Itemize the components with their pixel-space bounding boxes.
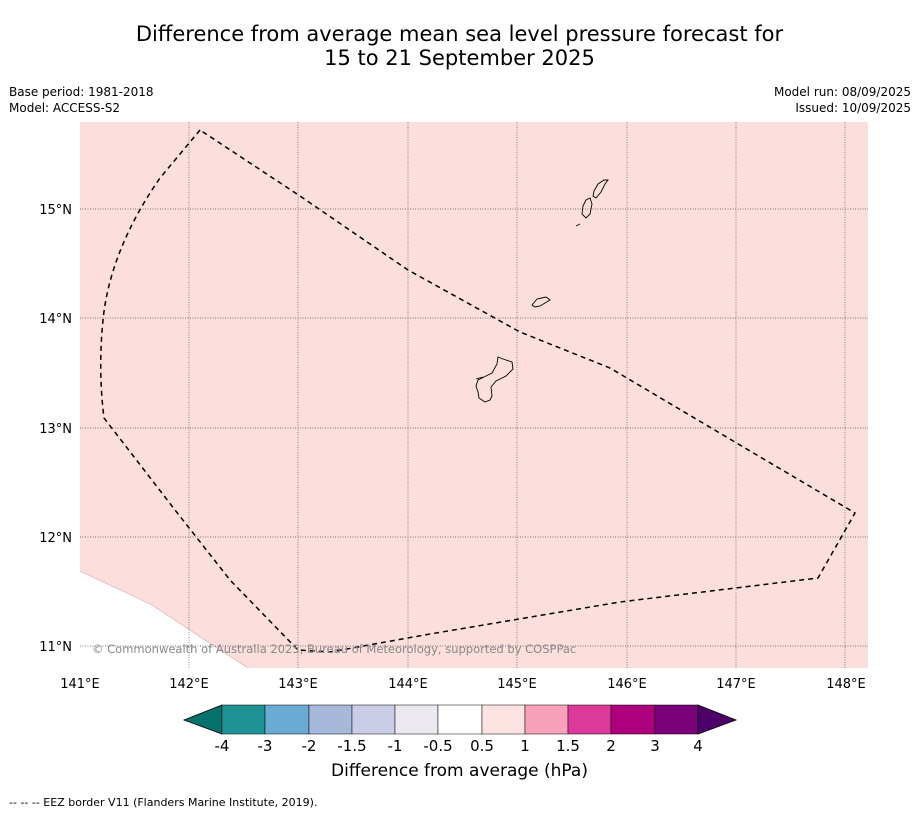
colorbar-ticks: -4 -3 -2 -1.5 -1 -0.5 0.5 1 1.5 2 3 4 [215, 737, 703, 755]
colorbar-tick: -1 [388, 737, 403, 755]
colorbar-tick: -2 [302, 737, 317, 755]
island-guam [475, 356, 514, 403]
lat-label-14n: 14°N [39, 312, 72, 327]
map-area: © Commonwealth of Australia 2025, Bureau… [80, 122, 868, 668]
gridlines [80, 122, 868, 668]
colorbar-segment [264, 704, 310, 735]
colorbar-segment [524, 704, 569, 735]
lon-label-141e: 141°E [60, 677, 100, 692]
title-line-1: Difference from average mean sea level p… [135, 22, 784, 46]
eez-border [100, 129, 857, 653]
colorbar-segment [351, 704, 396, 735]
colorbar-segment [221, 704, 266, 735]
colorbar-segment [481, 704, 526, 735]
map-title: Difference from average mean sea level p… [0, 22, 919, 70]
pressure-anomaly-fill [80, 122, 868, 668]
colorbar-tick: 1.5 [556, 737, 580, 755]
islet-cocos [475, 376, 484, 380]
lat-label-11n: 11°N [39, 640, 72, 655]
islands [475, 179, 609, 403]
lon-label-144e: 144°E [388, 677, 428, 692]
colorbar-tick: 0.5 [470, 737, 494, 755]
lat-tick-labels: 15°N 14°N 13°N 12°N 11°N [39, 203, 72, 655]
colorbar-tick: -0.5 [423, 737, 452, 755]
base-period: Base period: 1981-2018 [9, 85, 154, 99]
colorbar-high-extension [697, 704, 738, 735]
anomaly-contour-edge [80, 570, 249, 668]
meta-left: Base period: 1981-2018 Model: ACCESS-S2 [9, 84, 154, 116]
colorbar-low-extension [182, 704, 223, 735]
meta-right: Model run: 08/09/2025 Issued: 10/09/2025 [774, 84, 911, 116]
colorbar-tick: 1 [520, 737, 530, 755]
lon-label-146e: 146°E [607, 677, 647, 692]
colorbar-tick: -4 [215, 737, 230, 755]
island-saipan [592, 179, 609, 199]
lon-label-142e: 142°E [169, 677, 209, 692]
title-line-2: 15 to 21 September 2025 [324, 46, 595, 70]
lat-label-12n: 12°N [39, 531, 72, 546]
colorbar-label: Difference from average (hPa) [331, 761, 588, 781]
colorbar-segment [567, 704, 612, 735]
lon-tick-labels: 141°E 142°E 143°E 144°E 145°E 146°E 147°… [60, 677, 866, 692]
colorbar-segment [654, 704, 699, 735]
colorbar-tick: 4 [693, 737, 703, 755]
lon-label-143e: 143°E [278, 677, 318, 692]
colorbar-segment [308, 704, 353, 735]
colorbar-segment [394, 704, 439, 735]
colorbar-tick: -1.5 [337, 737, 366, 755]
colorbar-tick: -3 [258, 737, 273, 755]
lon-label-145e: 145°E [497, 677, 537, 692]
lon-label-148e: 148°E [826, 677, 866, 692]
colorbar-tick: 3 [650, 737, 660, 755]
model-name: Model: ACCESS-S2 [9, 101, 121, 115]
island-tinian [581, 197, 593, 219]
colorbar-segment [437, 704, 483, 735]
model-run: Model run: 08/09/2025 [773, 85, 911, 99]
copyright-notice: © Commonwealth of Australia 2025, Bureau… [92, 642, 576, 656]
issued-date: Issued: 10/09/2025 [795, 101, 911, 115]
colorbar-tick: 2 [606, 737, 616, 755]
lon-label-147e: 147°E [716, 677, 756, 692]
lat-label-13n: 13°N [39, 422, 72, 437]
lat-label-15n: 15°N [39, 203, 72, 218]
island-aguijan [575, 223, 581, 227]
eez-legend-note: -- -- -- EEZ border V11 (Flanders Marine… [9, 796, 318, 809]
colorbar: -4 -3 -2 -1.5 -1 -0.5 0.5 1 1.5 2 3 4 [182, 704, 738, 755]
colorbar-segment [610, 704, 656, 735]
island-rota [531, 296, 551, 308]
